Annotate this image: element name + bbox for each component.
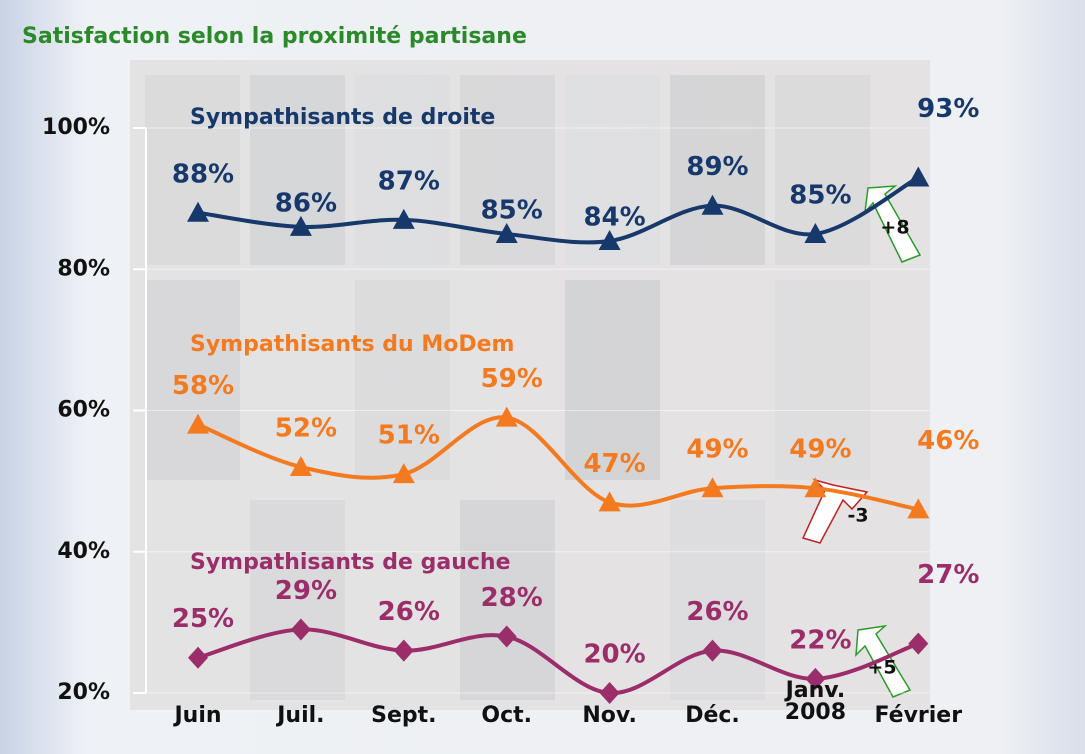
chart-title: Satisfaction selon la proximité partisan… [22, 24, 527, 49]
data-label: 85% [789, 180, 851, 210]
data-label: 47% [583, 449, 645, 479]
marker [187, 413, 209, 434]
legend-label: Sympathisants du MoDem [190, 332, 514, 357]
data-label: 84% [583, 203, 645, 233]
marker [804, 222, 827, 243]
series-line [197, 175, 920, 245]
marker [290, 618, 311, 641]
x-tick-label: Oct. [481, 703, 532, 728]
marker [599, 682, 620, 704]
marker [701, 477, 724, 498]
y-tick-label: 20% [57, 680, 110, 705]
marker [188, 646, 208, 669]
data-label: 46% [917, 426, 979, 456]
data-label: 29% [275, 576, 337, 606]
marker [289, 215, 312, 236]
marker [804, 477, 827, 498]
data-label: 58% [172, 371, 234, 401]
data-label: 27% [917, 560, 979, 590]
marker [393, 639, 414, 662]
y-tick-label: 40% [57, 539, 110, 564]
marker [702, 639, 723, 662]
annotation: -3 [847, 505, 868, 527]
annotation: +8 [880, 217, 909, 239]
data-label: 20% [583, 640, 645, 670]
x-tick-label: Nov. [582, 703, 637, 728]
marker [495, 406, 518, 427]
series-line [197, 627, 919, 696]
legend-label: Sympathisants de droite [190, 105, 495, 130]
y-tick-label: 100% [42, 115, 110, 140]
marker [908, 632, 929, 655]
marker [495, 222, 518, 243]
data-label: 52% [275, 414, 337, 444]
data-label: 88% [172, 159, 234, 189]
x-tick-label: Sept. [371, 703, 437, 728]
marker [392, 463, 415, 484]
marker [907, 166, 930, 187]
series-line [197, 415, 919, 512]
marker [392, 208, 415, 229]
marker [805, 667, 826, 690]
marker [598, 230, 621, 250]
data-label: 26% [686, 597, 748, 627]
data-label: 28% [481, 583, 543, 613]
x-tick-label: Juin [174, 703, 222, 728]
marker [701, 194, 724, 215]
data-label: 49% [789, 435, 851, 465]
data-label: 93% [917, 94, 979, 124]
data-label: 86% [275, 188, 337, 218]
marker [907, 498, 930, 519]
y-tick-label: 60% [57, 398, 110, 423]
marker [187, 201, 209, 222]
data-label: 87% [378, 166, 440, 196]
data-label: 26% [378, 597, 440, 627]
data-label: 22% [789, 625, 851, 655]
legend-label: Sympathisants de gauche [190, 550, 511, 575]
marker [289, 456, 312, 476]
x-tick-label: Juil. [277, 703, 325, 728]
data-label: 49% [686, 435, 748, 465]
data-label: 51% [378, 421, 440, 451]
data-label: 25% [172, 604, 234, 634]
data-label: 85% [481, 195, 543, 225]
y-tick-label: 80% [57, 256, 110, 281]
marker [496, 625, 517, 648]
x-tick-label: Déc. [685, 703, 740, 728]
data-label: 89% [686, 152, 748, 182]
marker [598, 491, 621, 512]
x-tick-label: Janv. 2008 [784, 678, 846, 725]
x-tick-label: Février [874, 703, 963, 728]
data-label: 59% [481, 364, 543, 394]
